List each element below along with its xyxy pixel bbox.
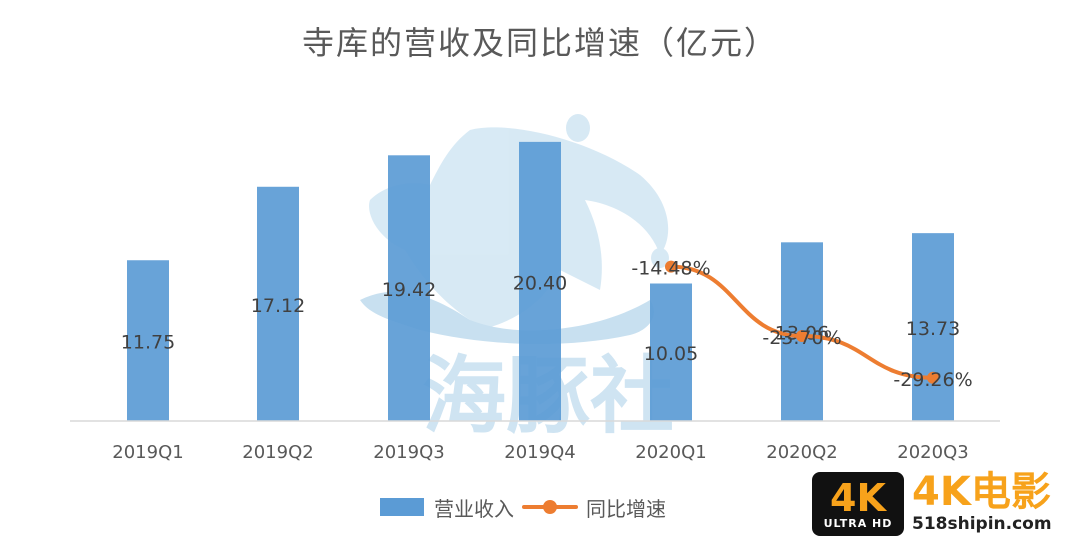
bar-2019Q4 [519,141,561,421]
bar-2019Q1 [127,260,169,421]
bar-2019Q2 [257,186,299,421]
x-tick-label: 2019Q3 [373,442,444,463]
line-series: -14.48% -23.70% -29.26% [631,258,972,391]
legend-label-revenue: 营业收入 [434,496,514,521]
water-drop-shape [651,248,669,268]
bar-series [127,141,954,422]
watermark-badge-small: ULTRA HD [823,516,893,530]
bar-2020Q1 [650,283,692,421]
x-tick-label: 2019Q1 [112,442,183,463]
legend-line-swatch [522,498,578,516]
watermark-brand-url: 518shipin.com [912,514,1052,534]
legend-label-growth: 同比增速 [586,496,666,521]
bar-2020Q3 [912,233,954,421]
bar-2019Q3 [388,155,430,422]
legend-bar-swatch [380,498,424,516]
chart-title: 寺库的营收及同比增速（亿元） [301,24,778,62]
x-tick-labels: 2019Q1 2019Q2 2019Q3 2019Q4 2020Q1 2020Q2 2020… [112,442,968,463]
growth-point-2020Q2 [796,329,808,342]
x-tick-label: 2019Q4 [504,442,575,463]
x-tick-label: 2020Q1 [635,442,706,463]
bar-data-label: 10.05 [644,343,698,365]
water-drop-shape [566,114,590,142]
watermark-brand: 4K电影 518shipin.com [912,470,1072,534]
watermark-badge-big: 4K [830,475,886,520]
watermark-brand-title: 4K电影 [912,469,1051,515]
bar-data-label: 13.73 [906,318,960,340]
legend-line-marker [543,500,557,514]
dolphin-wave-shape [360,291,654,345]
legend-item-revenue: 营业收入 [380,493,514,522]
watermark-4k-badge: 4K ULTRA HD [812,472,904,536]
bar-data-label: 20.40 [513,272,567,294]
legend-item-growth: 同比增速 [522,493,666,522]
growth-point-2020Q1 [665,260,677,273]
bar-data-label: 17.12 [251,295,305,317]
x-tick-label: 2020Q2 [766,442,837,463]
dolphin-body-shape [369,127,669,330]
x-tick-label: 2020Q3 [897,442,968,463]
legend: 营业收入 同比增速 [380,492,674,522]
growth-data-label: -14.48% [631,258,710,280]
x-tick-label: 2019Q2 [242,442,313,463]
bar-data-label: 19.42 [382,279,436,301]
growth-data-label: -23.70% [762,327,841,349]
growth-point-2020Q3 [927,371,939,384]
growth-data-label: -29.26% [893,369,972,391]
bar-data-label: 11.75 [121,332,175,354]
